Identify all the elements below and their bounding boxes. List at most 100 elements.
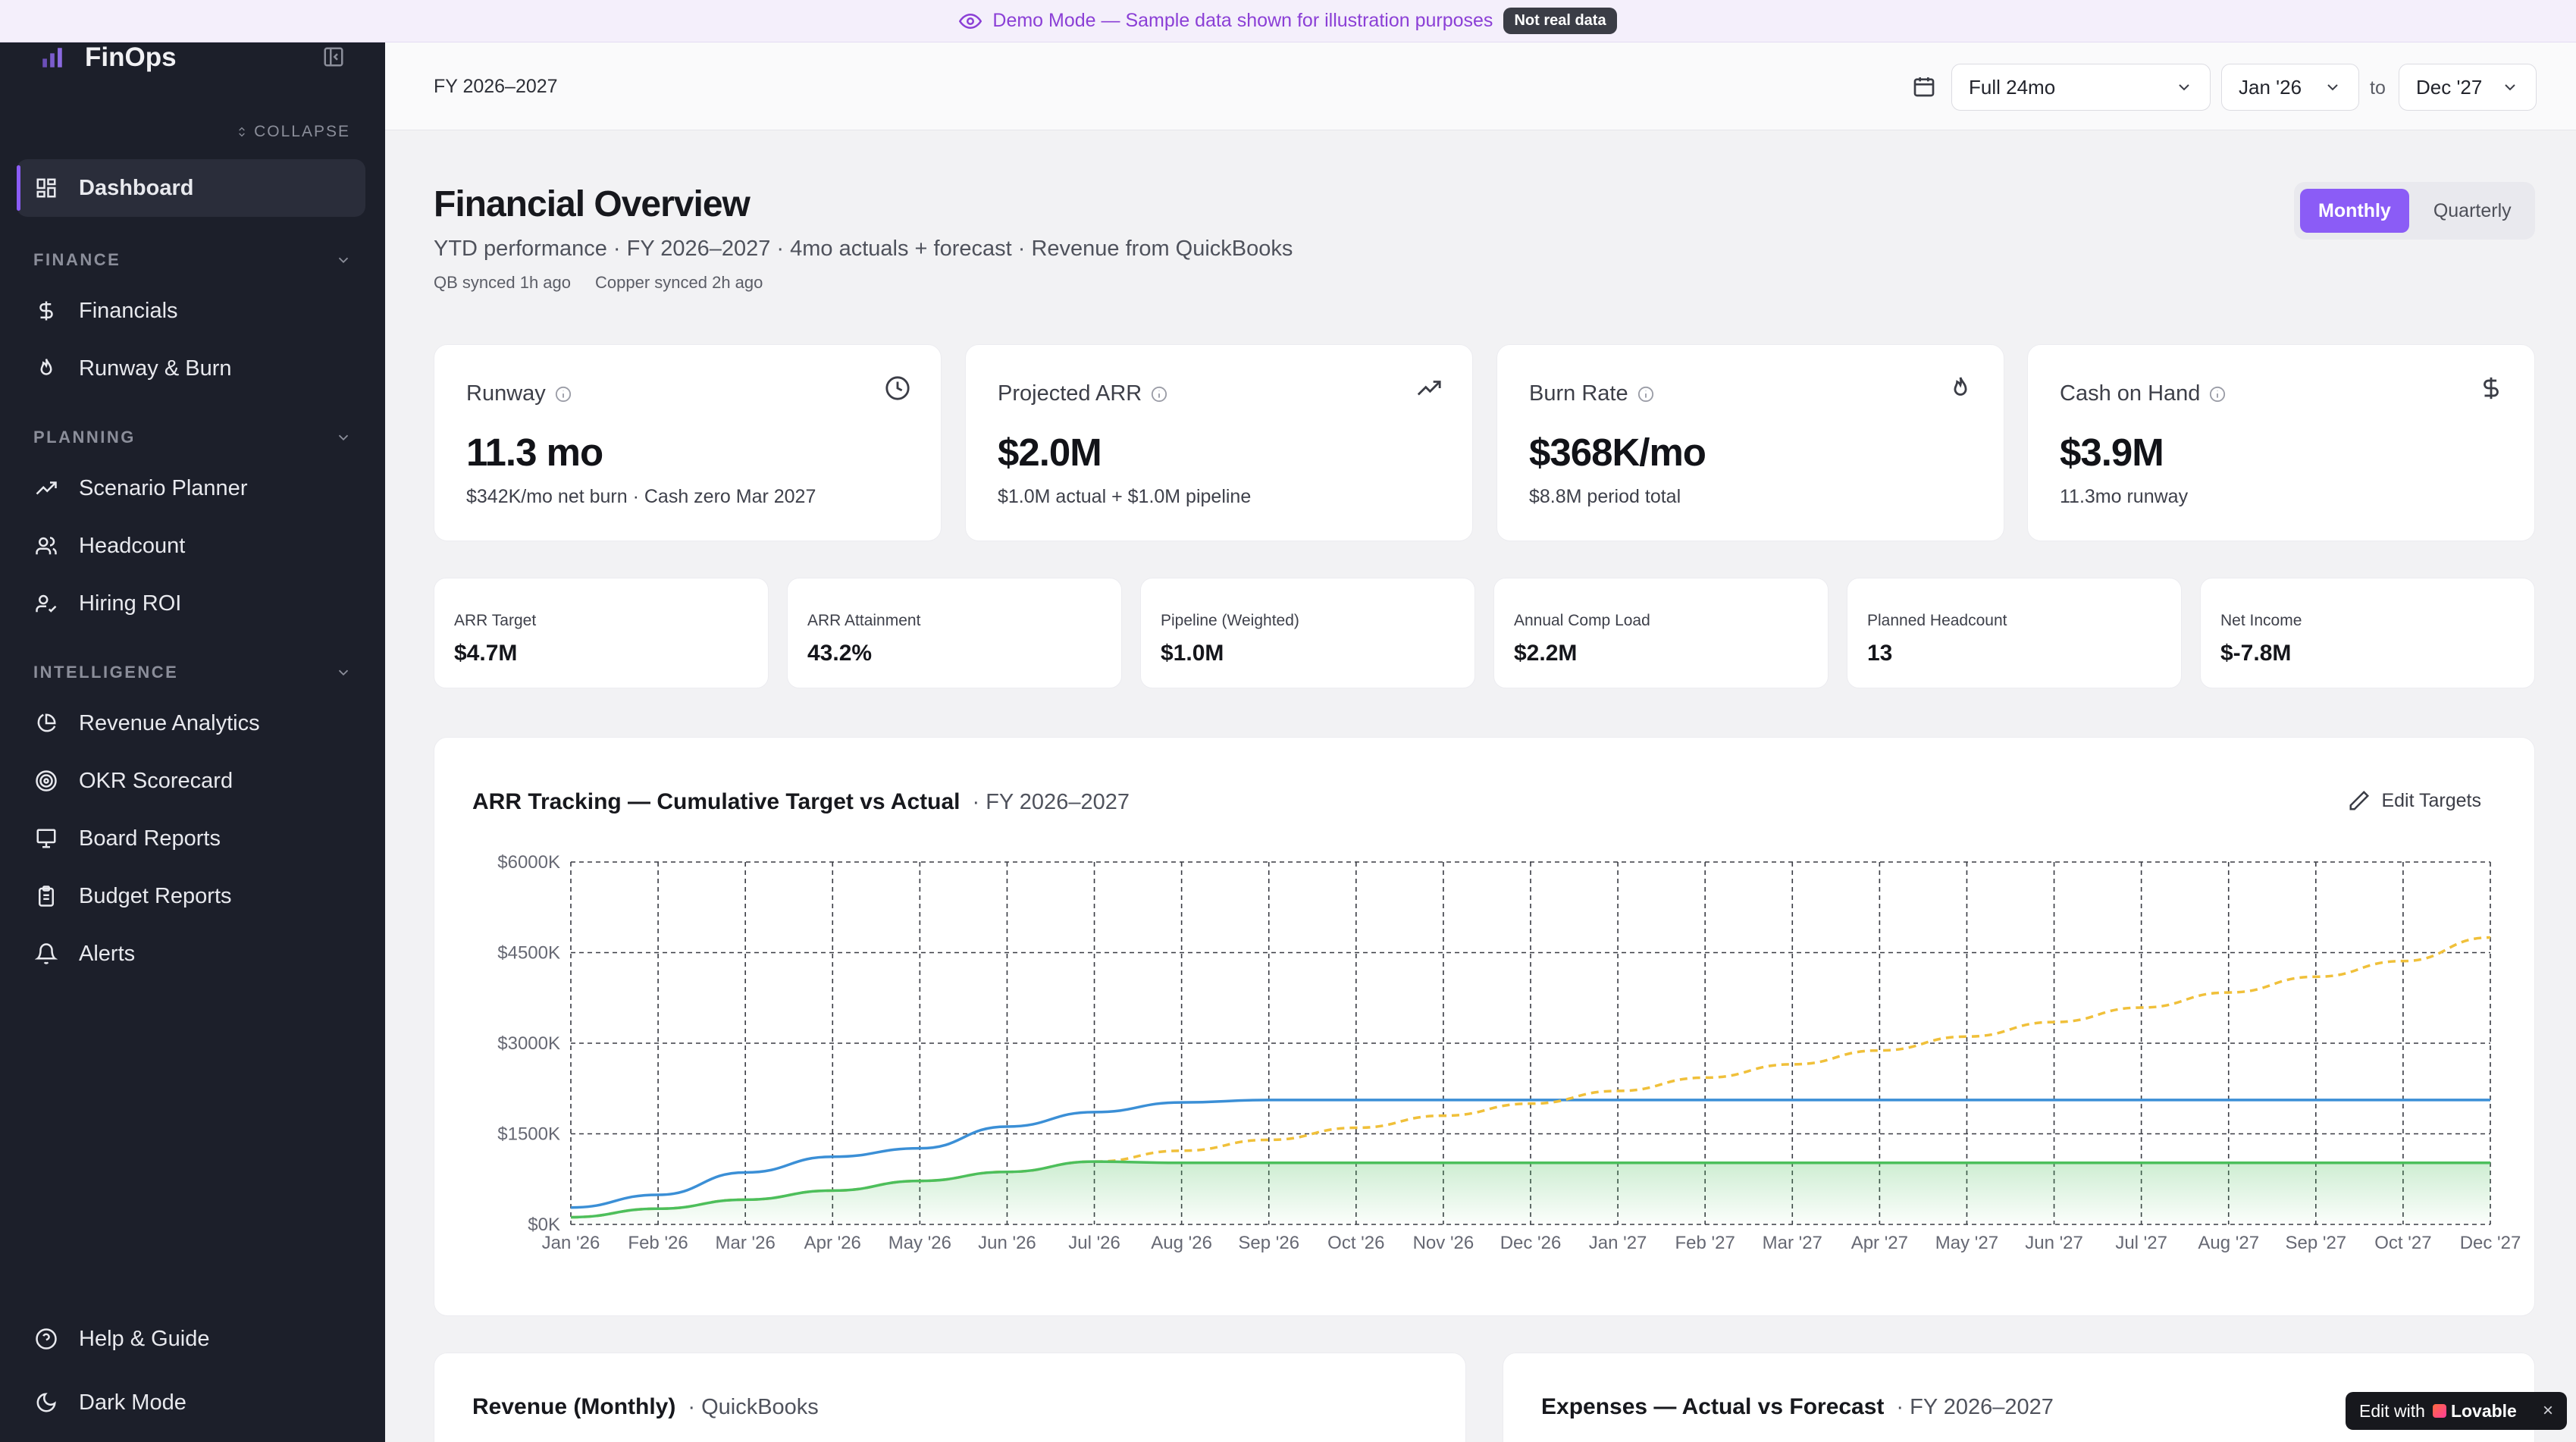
x-tick-label: Dec '27	[2460, 1233, 2521, 1253]
x-tick-label: Jul '26	[1068, 1233, 1120, 1253]
brand-name: FinOps	[85, 42, 177, 72]
card-subtitle: · QuickBooks	[688, 1395, 819, 1419]
nav-budget-reports[interactable]: Budget Reports	[17, 867, 365, 925]
nav-runway-burn[interactable]: Runway & Burn	[17, 340, 365, 397]
section-title: INTELLIGENCE	[33, 663, 179, 682]
nav-okr-scorecard[interactable]: OKR Scorecard	[17, 752, 365, 810]
nav-headcount[interactable]: Headcount	[17, 517, 365, 575]
nav-label: Help & Guide	[79, 1326, 210, 1351]
info-icon[interactable]	[2209, 386, 2226, 403]
to-month-select[interactable]: Dec '27	[2399, 64, 2537, 111]
nav-scenario-planner[interactable]: Scenario Planner	[17, 459, 365, 517]
chevron-down-icon	[338, 669, 349, 676]
presentation-icon	[36, 829, 56, 848]
card-subtitle: · FY 2026–2027	[1896, 1395, 2054, 1419]
range-select[interactable]: Full 24mo	[1951, 64, 2211, 111]
fiscal-year-label: FY 2026–2027	[434, 76, 558, 97]
metric-value: 43.2%	[807, 641, 873, 666]
metric-label: Annual Comp Load	[1514, 612, 1650, 629]
from-month-select[interactable]: Jan '26	[2221, 64, 2359, 111]
x-tick-label: Mar '27	[1763, 1233, 1822, 1253]
x-tick-label: May '27	[1935, 1233, 1998, 1253]
page-subtitle: YTD performance · FY 2026–2027 · 4mo act…	[434, 237, 1293, 261]
nav-label: Hiring ROI	[79, 591, 182, 616]
nav-financials[interactable]: Financials	[17, 282, 365, 340]
x-tick-label: Mar '26	[716, 1233, 776, 1253]
kpi-title: Cash on Hand	[2060, 381, 2226, 406]
metric-label: Planned Headcount	[1867, 612, 2007, 629]
kpi-title: Projected ARR	[998, 381, 1167, 406]
lovable-heart-icon	[2432, 1404, 2446, 1418]
nav-board-reports[interactable]: Board Reports	[17, 810, 365, 867]
top-bar: FY 2026–2027 Full 24mo Jan '26 to Dec '2…	[385, 42, 2576, 130]
nav-hiring-roi[interactable]: Hiring ROI	[17, 575, 365, 632]
toggle-monthly[interactable]: Monthly	[2300, 189, 2409, 233]
chevron-down-icon	[2505, 84, 2515, 91]
edit-with-lovable-badge[interactable]: Edit with Lovable ×	[2346, 1392, 2567, 1430]
metric-label: ARR Attainment	[807, 612, 921, 629]
calendar-icon	[1913, 77, 1935, 97]
nav-label: Scenario Planner	[79, 475, 248, 500]
chevron-down-icon	[2327, 84, 2338, 91]
x-tick-label: Nov '26	[1413, 1233, 1474, 1253]
x-tick-label: Feb '26	[628, 1233, 688, 1253]
nav-label: Financials	[79, 298, 178, 323]
sidebar: FinOps COLLAPSE Dashboard FINANCE Financ…	[0, 42, 385, 1442]
info-icon[interactable]	[555, 386, 572, 403]
moon-icon	[36, 1393, 56, 1412]
chart-title: ARR Tracking — Cumulative Target vs Actu…	[472, 789, 1130, 815]
pie-chart-icon	[37, 713, 56, 732]
arr-tracking-card: ARR Tracking — Cumulative Target vs Actu…	[434, 737, 2535, 1316]
section-finance[interactable]: FINANCE	[33, 250, 352, 270]
metric-pipeline: Pipeline (Weighted) $1.0M	[1140, 578, 1475, 688]
sidebar-toggle-icon[interactable]	[322, 45, 345, 68]
from-value: Jan '26	[2239, 75, 2302, 99]
dashboard-icon	[36, 178, 56, 198]
chevron-down-icon	[2179, 84, 2189, 91]
kpi-value: $2.0M	[998, 431, 1102, 474]
nav-label: Budget Reports	[79, 883, 232, 908]
to-value: Dec '27	[2416, 75, 2483, 99]
metric-label: Net Income	[2220, 612, 2302, 629]
toggle-quarterly[interactable]: Quarterly	[2433, 199, 2512, 221]
kpi-card-runway: Runway 11.3 mo $342K/mo net burn · Cash …	[434, 344, 942, 541]
sync-status: QB synced 1h ago Copper synced 2h ago	[434, 273, 763, 293]
section-title: PLANNING	[33, 428, 136, 447]
nav-dashboard[interactable]: Dashboard	[17, 159, 365, 217]
metric-label: ARR Target	[454, 612, 537, 629]
x-tick-label: Jan '27	[1589, 1233, 1647, 1253]
x-tick-label: May '26	[888, 1233, 951, 1253]
kpi-sub: $1.0M actual + $1.0M pipeline	[998, 486, 1252, 507]
section-title: FINANCE	[33, 250, 121, 269]
nav-help-guide[interactable]: Help & Guide	[17, 1310, 365, 1368]
kpi-card-projected-arr: Projected ARR $2.0M $1.0M actual + $1.0M…	[965, 344, 1473, 541]
nav-revenue-analytics[interactable]: Revenue Analytics	[17, 694, 365, 752]
target-icon	[36, 770, 57, 792]
kpi-title-text: Projected ARR	[998, 381, 1142, 406]
info-icon[interactable]	[1151, 386, 1167, 403]
close-icon[interactable]: ×	[2542, 1400, 2553, 1421]
metric-annual-comp: Annual Comp Load $2.2M	[1493, 578, 1829, 688]
nav-label: OKR Scorecard	[79, 768, 233, 793]
metric-net-income: Net Income $-7.8M	[2200, 578, 2535, 688]
y-tick-label: $4500K	[497, 943, 560, 964]
section-planning[interactable]: PLANNING	[33, 428, 352, 447]
edit-targets-button[interactable]: Edit Targets	[2348, 789, 2481, 812]
collapse-button[interactable]: COLLAPSE	[236, 123, 350, 141]
x-tick-label: Dec '26	[1500, 1233, 1562, 1253]
brand[interactable]: FinOps	[39, 42, 177, 73]
nav-dark-mode[interactable]: Dark Mode	[17, 1374, 365, 1431]
x-tick-label: Aug '27	[2198, 1233, 2259, 1253]
user-check-icon	[36, 594, 57, 613]
x-tick-label: Jun '27	[2025, 1233, 2083, 1253]
info-icon[interactable]	[1637, 386, 1654, 403]
x-tick-label: Aug '26	[1151, 1233, 1212, 1253]
not-real-badge: Not real data	[1503, 8, 1617, 34]
nav-label: Headcount	[79, 533, 186, 558]
section-intelligence[interactable]: INTELLIGENCE	[33, 663, 352, 682]
page-title: Financial Overview	[434, 184, 751, 224]
nav-alerts[interactable]: Alerts	[17, 925, 365, 983]
metric-arr-target: ARR Target $4.7M	[434, 578, 769, 688]
metric-value: $1.0M	[1161, 641, 1224, 666]
x-tick-label: Oct '26	[1327, 1233, 1384, 1253]
